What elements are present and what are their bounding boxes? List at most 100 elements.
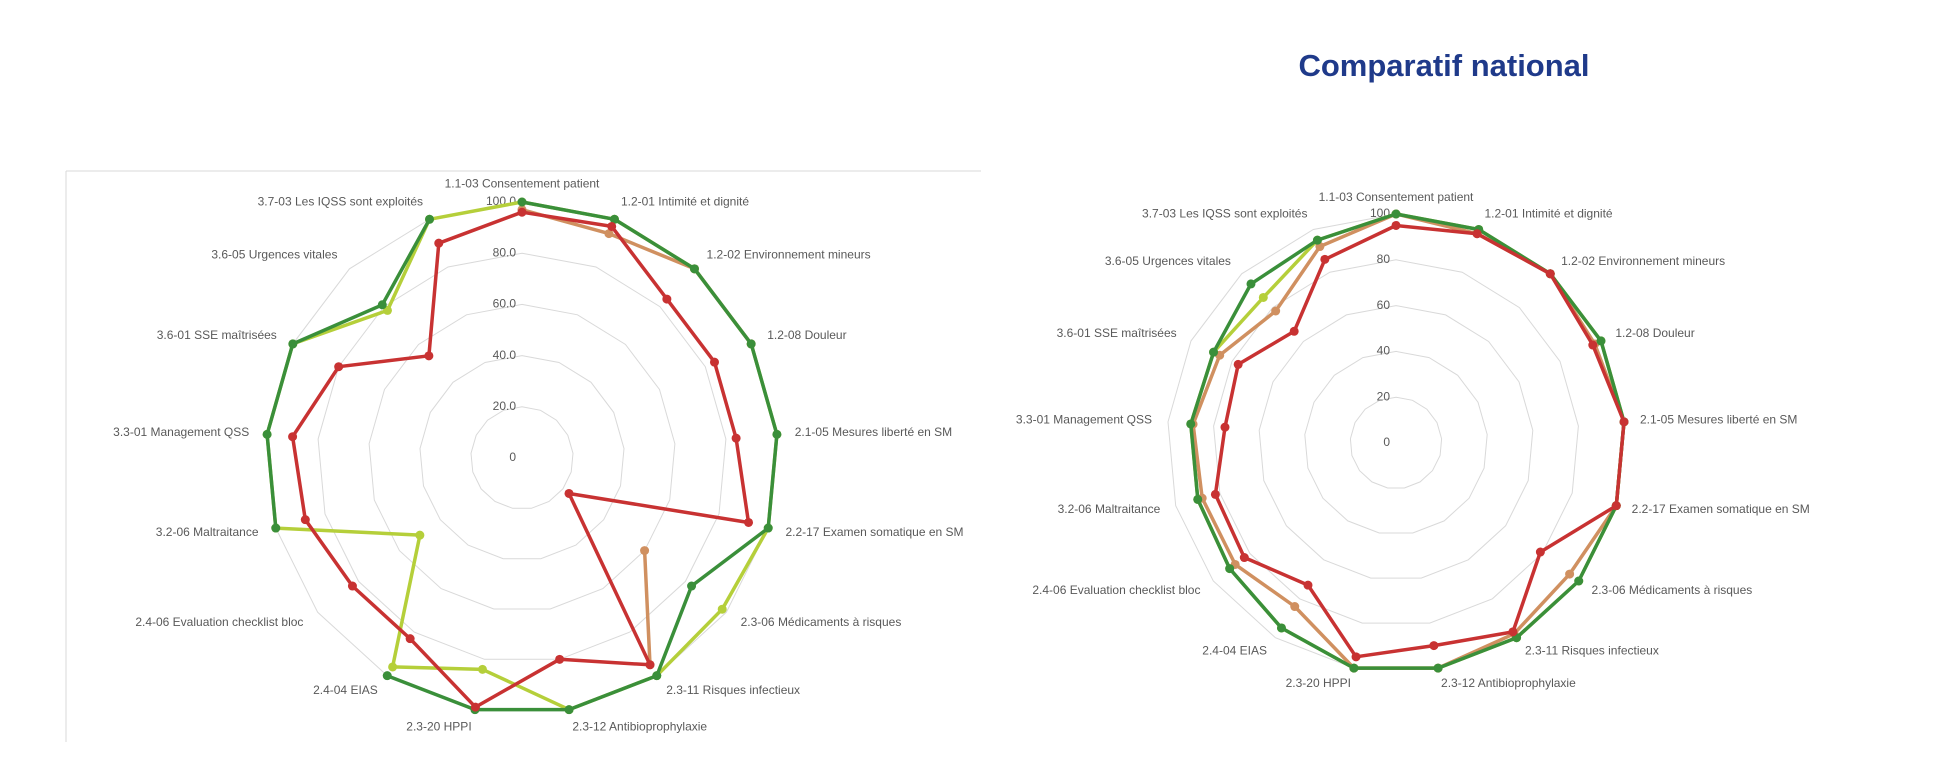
series-point: [1320, 254, 1330, 264]
grid-line: [1258, 305, 1534, 579]
series-point: [1186, 419, 1196, 429]
category-label: 2.4-06 Evaluation checklist bloc: [135, 615, 303, 629]
series-point: [1596, 336, 1606, 346]
series-point: [645, 660, 655, 670]
series-point: [604, 229, 614, 239]
series-point: [517, 207, 527, 217]
series-point: [334, 362, 344, 372]
series-point: [1565, 569, 1575, 579]
series-point: [1246, 279, 1256, 289]
series-line: [1189, 212, 1626, 670]
series-point: [1225, 564, 1235, 574]
series-point: [425, 214, 435, 224]
category-label: 3.3-01 Management QSS: [113, 425, 249, 439]
r-tick-label: 40: [1377, 344, 1391, 358]
category-label: 3.3-01 Management QSS: [1016, 413, 1152, 427]
series-point: [262, 429, 272, 439]
category-label: 2.3-12 Antibioprophylaxie: [1441, 676, 1576, 690]
category-label: 1.2-02 Environnement mineurs: [707, 248, 871, 262]
series-point: [746, 339, 756, 349]
category-label: 2.3-11 Risques infectieux: [1525, 644, 1659, 658]
series-point: [1271, 306, 1281, 316]
category-label: 2.4-06 Evaluation checklist bloc: [1032, 583, 1200, 597]
series-point: [271, 523, 281, 533]
series-point: [477, 664, 487, 674]
r-tick-label: 20: [1377, 389, 1391, 403]
category-label: 1.1-03 Consentement patient: [1319, 190, 1474, 204]
grid-line: [1213, 259, 1579, 624]
series-point: [1391, 220, 1401, 230]
series-point: [1239, 553, 1249, 563]
series-point: [1258, 292, 1268, 302]
category-label: 2.1-05 Mesures liberté en SM: [1640, 413, 1797, 427]
series-point: [1303, 580, 1313, 590]
category-label: 3.7-03 Les IQSS sont exploités: [258, 195, 423, 209]
category-label: 3.2-06 Maltraitance: [156, 525, 259, 539]
category-label: 2.1-05 Mesures liberté en SM: [795, 425, 952, 439]
series-point: [1209, 347, 1219, 357]
grid-line: [368, 303, 676, 610]
series-line: [1213, 223, 1626, 659]
r-tick-label: 0: [1383, 435, 1390, 449]
series-point: [470, 702, 480, 712]
series-point: [1619, 417, 1629, 427]
series-point: [1574, 576, 1584, 586]
category-label: 1.1-03 Consentement patient: [445, 176, 600, 190]
series-point: [640, 546, 650, 556]
category-label: 1.2-02 Environnement mineurs: [1561, 254, 1725, 268]
series-point: [652, 671, 662, 681]
series-point: [763, 523, 773, 533]
series-point: [717, 604, 727, 614]
series-point: [517, 197, 527, 207]
series-point: [1290, 602, 1300, 612]
series-line: [290, 210, 751, 709]
category-label: 2.3-06 Médicaments à risques: [1592, 583, 1753, 597]
series-point: [1289, 326, 1299, 336]
category-label: 2.2-17 Examen somatique en SM: [785, 525, 963, 539]
category-label: 3.7-03 Les IQSS sont exploités: [1142, 207, 1307, 221]
series-point: [1433, 663, 1443, 673]
series-point: [288, 339, 298, 349]
category-label: 2.4-04 EIAS: [313, 683, 378, 697]
series-point: [1508, 627, 1518, 637]
series-point: [1351, 652, 1361, 662]
series-point: [1193, 494, 1203, 504]
category-label: 2.3-12 Antibioprophylaxie: [572, 719, 707, 733]
series-point: [347, 581, 357, 591]
category-label: 1.2-01 Intimité et dignité: [621, 195, 749, 209]
series-point: [388, 662, 398, 672]
series-point: [382, 305, 392, 315]
series-point: [1545, 269, 1555, 279]
series-point: [1276, 623, 1286, 633]
series-point: [1312, 235, 1322, 245]
grid-line: [1304, 350, 1488, 534]
r-tick-label: 60: [1377, 298, 1391, 312]
series-point: [1429, 641, 1439, 651]
series-point: [377, 300, 387, 310]
grid-line: [317, 252, 727, 660]
category-label: 2.3-11 Risques infectieux: [666, 683, 800, 697]
series-point: [609, 214, 619, 224]
category-label: 1.2-08 Douleur: [1615, 326, 1694, 340]
series-point: [555, 654, 565, 664]
series-line: [521, 208, 753, 665]
r-tick-label: 40.0: [493, 348, 517, 362]
series-point: [1233, 359, 1243, 369]
series-point: [1210, 489, 1220, 499]
series-point: [689, 264, 699, 274]
category-label: 2.2-17 Examen somatique en SM: [1632, 502, 1810, 516]
category-label: 1.2-08 Douleur: [767, 328, 846, 342]
category-label: 3.6-05 Urgences vitales: [1105, 254, 1231, 268]
r-tick-label: 60.0: [493, 297, 517, 311]
r-tick-label: 20.0: [493, 399, 517, 413]
category-label: 3.2-06 Maltraitance: [1058, 502, 1161, 516]
category-label: 2.3-20 HPPI: [406, 719, 471, 733]
series-point: [434, 238, 444, 248]
series-point: [288, 432, 298, 442]
grid-line: [419, 355, 625, 560]
category-label: 2.4-04 EIAS: [1202, 644, 1267, 658]
category-label: 3.6-01 SSE maîtrisées: [1057, 326, 1177, 340]
series-point: [1611, 501, 1621, 511]
